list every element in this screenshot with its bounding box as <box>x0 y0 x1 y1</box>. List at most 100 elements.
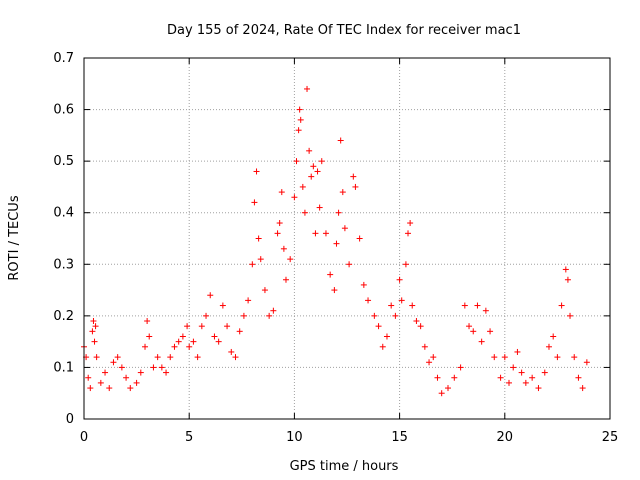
data-point <box>466 323 473 330</box>
data-point <box>219 302 226 309</box>
data-point <box>478 338 485 345</box>
data-point <box>142 343 149 350</box>
data-point <box>211 333 218 340</box>
data-point <box>331 287 338 294</box>
data-point <box>299 183 306 190</box>
data-point <box>402 261 409 268</box>
data-point <box>123 374 130 381</box>
data-point <box>127 385 134 392</box>
data-point <box>280 245 287 252</box>
data-point <box>308 173 315 180</box>
data-point <box>510 364 517 371</box>
data-point <box>198 323 205 330</box>
data-point <box>417 323 424 330</box>
data-point <box>352 183 359 190</box>
data-point <box>97 379 104 386</box>
data-point <box>291 194 298 201</box>
data-point <box>306 147 313 154</box>
data-point <box>518 369 525 376</box>
data-point <box>339 189 346 196</box>
x-tick-label: 0 <box>80 430 88 445</box>
data-point <box>497 374 504 381</box>
data-point <box>163 369 170 376</box>
data-point <box>327 271 334 278</box>
data-point <box>257 256 264 263</box>
data-point <box>487 328 494 335</box>
data-point <box>514 348 521 355</box>
data-point <box>522 379 529 386</box>
data-point <box>106 385 113 392</box>
data-point <box>89 328 96 335</box>
data-point <box>228 348 235 355</box>
data-point <box>186 343 193 350</box>
y-tick-label: 0.7 <box>53 51 74 66</box>
data-point <box>470 328 477 335</box>
data-point <box>167 354 174 361</box>
data-point <box>379 343 386 350</box>
y-axis-label: ROTI / TECUs <box>7 195 22 280</box>
data-point <box>245 297 252 304</box>
data-point <box>365 297 372 304</box>
data-point <box>282 276 289 283</box>
data-point <box>501 354 508 361</box>
data-point <box>564 276 571 283</box>
data-point <box>251 199 258 206</box>
data-point <box>87 385 94 392</box>
data-point <box>91 338 98 345</box>
data-point <box>232 354 239 361</box>
data-point <box>314 168 321 175</box>
data-point <box>482 307 489 314</box>
x-axis-ticks: 0 5 10 15 20 25 <box>80 58 618 445</box>
data-point <box>90 318 97 325</box>
data-point <box>558 302 565 309</box>
data-point <box>322 230 329 237</box>
data-point <box>316 204 323 211</box>
data-point <box>430 354 437 361</box>
data-point <box>249 261 256 268</box>
data-point <box>545 343 552 350</box>
data-point <box>92 323 99 330</box>
data-point <box>158 364 165 371</box>
data-point <box>583 359 590 366</box>
data-point <box>438 390 445 397</box>
data-point <box>360 281 367 288</box>
data-point <box>253 168 260 175</box>
data-point <box>506 379 513 386</box>
data-point <box>457 364 464 371</box>
data-point <box>407 220 414 227</box>
data-point <box>474 302 481 309</box>
data-point <box>137 369 144 376</box>
y-tick-label: 0.5 <box>53 154 74 169</box>
data-point <box>421 343 428 350</box>
x-axis-label: GPS time / hours <box>290 459 399 474</box>
data-point <box>276 220 283 227</box>
data-point <box>171 343 178 350</box>
data-point <box>567 312 574 319</box>
data-point <box>535 385 542 392</box>
data-point <box>240 312 247 319</box>
data-point <box>301 209 308 216</box>
data-point <box>266 312 273 319</box>
y-tick-label: 0.6 <box>53 103 74 118</box>
data-point <box>274 230 281 237</box>
data-point <box>93 354 100 361</box>
data-point <box>278 189 285 196</box>
x-tick-label: 20 <box>497 430 514 445</box>
grid-lines <box>84 58 610 419</box>
y-tick-label: 0.3 <box>53 257 74 272</box>
data-point <box>261 287 268 294</box>
data-point <box>413 318 420 325</box>
data-point <box>579 385 586 392</box>
data-point <box>491 354 498 361</box>
data-point <box>179 333 186 340</box>
data-point <box>451 374 458 381</box>
data-point <box>575 374 582 381</box>
data-point <box>110 359 117 366</box>
data-point <box>529 374 536 381</box>
data-point <box>409 302 416 309</box>
data-point <box>337 137 344 144</box>
data-point <box>562 266 569 273</box>
y-axis-ticks: 0 0.1 0.2 0.3 0.4 0.5 0.6 0.7 <box>53 51 610 427</box>
data-point <box>184 323 191 330</box>
data-point <box>405 230 412 237</box>
